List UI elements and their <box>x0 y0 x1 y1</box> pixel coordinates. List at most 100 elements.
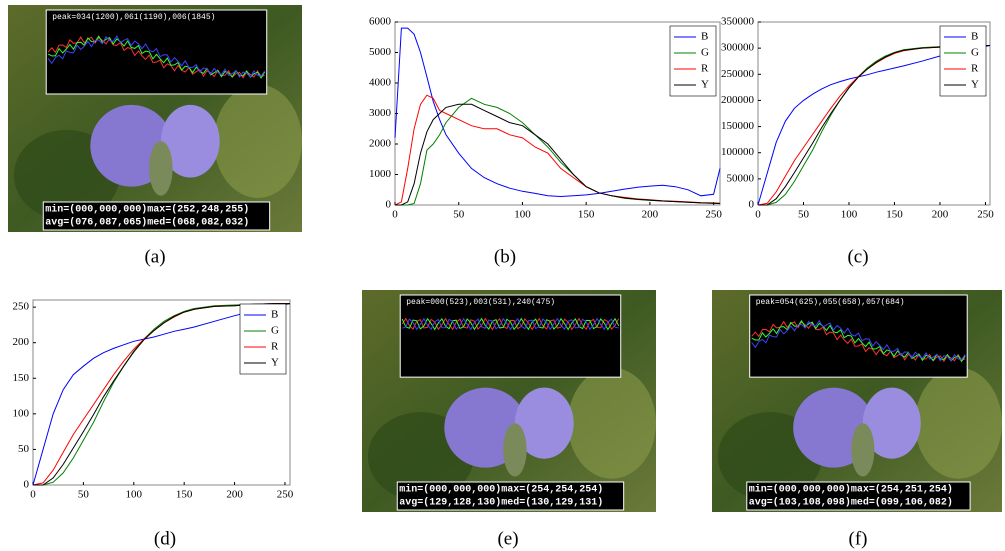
y-tick-label: 0 <box>749 199 755 211</box>
inset-curve <box>751 319 966 363</box>
caption: (b) <box>494 246 516 267</box>
stats-text: avg=(129,128,130)med=(130,129,131) <box>399 497 603 509</box>
legend-box <box>239 303 287 375</box>
x-tick-label: 0 <box>755 209 761 221</box>
legend-label: R <box>271 341 279 353</box>
y-tick-label: 2000 <box>369 138 392 150</box>
caption: (d) <box>154 528 176 549</box>
stem <box>503 423 527 477</box>
y-tick-label: 200000 <box>721 94 755 106</box>
stats-text: avg=(076,087,065)med=(068,082,032) <box>45 217 249 229</box>
x-tick-label: 200 <box>932 209 949 221</box>
legend-label: B <box>701 31 708 43</box>
x-tick-label: 0 <box>30 489 36 501</box>
stats-text: min=(000,000,000)max=(252,248,255) <box>45 204 249 216</box>
leaf <box>213 84 302 198</box>
y-tick-label: 250000 <box>721 68 755 80</box>
histogram-inset <box>399 294 622 378</box>
y-tick-label: 5000 <box>369 46 392 58</box>
x-tick-label: 0 <box>392 209 398 221</box>
caption: (e) <box>497 528 518 549</box>
y-tick-label: 350000 <box>721 16 755 28</box>
histogram-inset <box>45 9 268 95</box>
series-line <box>757 45 991 206</box>
stats-text: min=(000,000,000)max=(254,254,254) <box>399 484 603 496</box>
stats-text: avg=(103,108,098)med=(099,106,082) <box>749 497 953 509</box>
inset-curve <box>751 319 966 362</box>
legend-label: B <box>971 31 978 43</box>
y-tick-label: 300000 <box>721 42 755 54</box>
inset-curve <box>401 317 620 331</box>
legend-label: R <box>701 63 709 75</box>
y-tick-label: 250 <box>13 301 30 313</box>
x-tick-label: 100 <box>126 489 143 501</box>
legend-label: G <box>971 47 979 59</box>
inset-curve <box>47 36 265 79</box>
x-tick-label: 150 <box>886 209 903 221</box>
y-tick-label: 4000 <box>369 77 392 89</box>
y-tick-label: 0 <box>386 199 392 211</box>
x-tick-label: 100 <box>841 209 858 221</box>
series-line <box>394 27 721 198</box>
stats-box <box>396 481 625 511</box>
stem <box>851 423 875 477</box>
leaf <box>567 367 657 479</box>
stats-box <box>746 481 971 511</box>
y-tick-label: 3000 <box>369 107 392 119</box>
legend-label: Y <box>971 79 979 91</box>
legend-label: G <box>701 47 709 59</box>
legend-label: Y <box>271 357 279 369</box>
y-tick-label: 150 <box>13 372 30 384</box>
petal <box>862 387 921 459</box>
petal <box>514 387 574 459</box>
legend-box <box>939 25 987 97</box>
y-tick-label: 50000 <box>727 172 755 184</box>
series-line <box>395 103 721 206</box>
stats-box <box>42 201 271 231</box>
y-tick-label: 6000 <box>369 16 392 28</box>
x-tick-label: 50 <box>798 209 810 221</box>
y-tick-label: 50 <box>18 443 30 455</box>
x-tick-label: 250 <box>705 209 722 221</box>
peak-text: peak=034(1200),061(1190),006(1845) <box>52 13 215 22</box>
y-tick-label: 200 <box>13 336 30 348</box>
petal <box>160 104 220 178</box>
y-tick-label: 1000 <box>369 168 392 180</box>
x-tick-label: 200 <box>642 209 659 221</box>
legend-label: G <box>271 325 279 337</box>
inset-curve <box>401 317 620 331</box>
stats-text: min=(000,000,000)max=(254,251,254) <box>749 484 953 496</box>
stem <box>149 141 173 196</box>
y-tick-label: 100000 <box>721 146 755 158</box>
x-tick-label: 50 <box>78 489 90 501</box>
x-tick-label: 150 <box>578 209 595 221</box>
legend-label: R <box>971 63 979 75</box>
x-tick-label: 250 <box>977 209 994 221</box>
legend-box <box>669 25 717 97</box>
x-tick-label: 50 <box>453 209 465 221</box>
x-tick-label: 250 <box>277 489 294 501</box>
peak-text: peak=054(625),055(658),057(684) <box>756 298 905 307</box>
caption: (a) <box>144 246 165 267</box>
caption: (c) <box>847 246 868 267</box>
inset-curve <box>751 320 966 363</box>
caption: (f) <box>849 528 868 549</box>
y-tick-label: 150000 <box>721 120 755 132</box>
x-tick-label: 150 <box>176 489 193 501</box>
leaf <box>915 367 1002 479</box>
y-tick-label: 100 <box>13 407 30 419</box>
series-line <box>758 45 990 206</box>
peak-text: peak=000(523),003(531),240(475) <box>406 298 555 307</box>
legend-label: Y <box>701 79 709 91</box>
series-line <box>33 303 290 486</box>
inset-curve <box>47 35 266 79</box>
x-tick-label: 200 <box>226 489 243 501</box>
legend-label: B <box>271 309 278 321</box>
y-tick-label: 0 <box>24 479 30 491</box>
inset-curve <box>47 35 266 79</box>
histogram-inset <box>749 294 968 378</box>
x-tick-label: 100 <box>514 209 531 221</box>
series-line <box>32 303 291 486</box>
inset-curve <box>402 317 619 331</box>
